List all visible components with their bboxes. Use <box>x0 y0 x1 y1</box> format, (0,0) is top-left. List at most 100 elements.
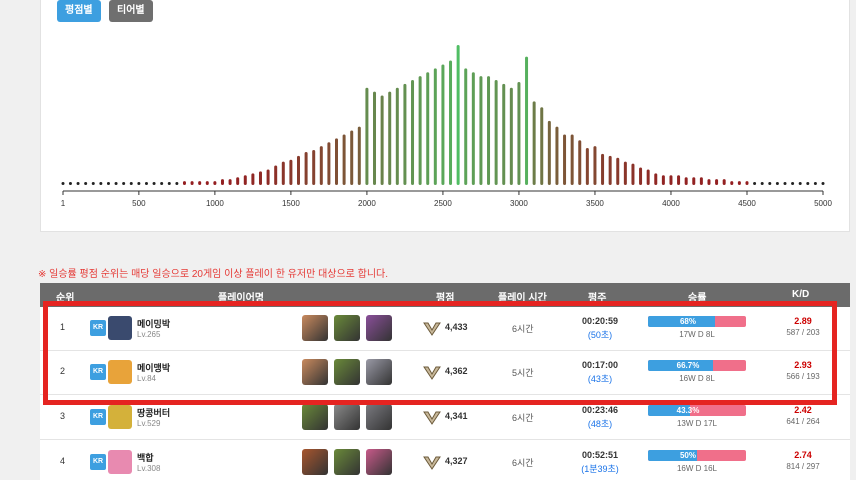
histogram-bar[interactable] <box>768 182 772 185</box>
histogram-bar[interactable] <box>623 161 627 185</box>
player-name[interactable]: 백합 <box>137 453 154 463</box>
histogram-bar[interactable] <box>555 126 559 185</box>
histogram-bar[interactable] <box>129 182 133 185</box>
histogram-bar[interactable] <box>122 182 126 185</box>
histogram-bar[interactable] <box>487 76 491 185</box>
histogram-bar[interactable] <box>745 181 749 185</box>
histogram-bar[interactable] <box>715 179 719 185</box>
histogram-bar[interactable] <box>236 177 240 185</box>
histogram-bar[interactable] <box>304 151 308 185</box>
player-name[interactable]: 땅콩버터 <box>137 408 171 418</box>
table-row[interactable]: 1 KR 메이밍박 Lv.265 4,433 6시간 00:20:59 (50초) 68% 17W… <box>40 307 850 351</box>
histogram-bar[interactable] <box>433 68 437 185</box>
histogram-bar[interactable] <box>570 134 574 185</box>
histogram-bar[interactable] <box>205 181 209 185</box>
histogram-bar[interactable] <box>220 179 224 185</box>
histogram-bar[interactable] <box>365 87 369 185</box>
histogram-bar[interactable] <box>68 182 72 185</box>
histogram-bar[interactable] <box>798 182 802 185</box>
histogram-bar[interactable] <box>167 182 171 185</box>
histogram-bar[interactable] <box>821 182 825 185</box>
histogram-bar[interactable] <box>144 182 148 185</box>
histogram-bar[interactable] <box>418 76 422 185</box>
histogram-bar[interactable] <box>198 181 202 185</box>
histogram-bar[interactable] <box>585 148 589 185</box>
histogram-bar[interactable] <box>608 155 612 185</box>
histogram-bar[interactable] <box>411 80 415 185</box>
histogram-bar[interactable] <box>274 165 278 185</box>
histogram-bar[interactable] <box>258 171 262 185</box>
histogram-bar[interactable] <box>182 181 186 185</box>
histogram-bar[interactable] <box>106 182 110 185</box>
histogram-bar[interactable] <box>737 181 741 185</box>
histogram-bar[interactable] <box>669 175 673 185</box>
histogram-bar[interactable] <box>312 150 316 185</box>
histogram-bar[interactable] <box>228 179 232 185</box>
histogram-bar[interactable] <box>137 182 141 185</box>
histogram-bar[interactable] <box>517 81 521 185</box>
histogram-bar[interactable] <box>84 182 88 185</box>
histogram-bar[interactable] <box>251 173 255 185</box>
histogram-bar[interactable] <box>289 159 293 185</box>
histogram-bar[interactable] <box>677 175 681 185</box>
histogram-bar[interactable] <box>464 68 468 185</box>
histogram-bar[interactable] <box>563 134 567 185</box>
player-name[interactable]: 메이맹박 <box>137 363 171 373</box>
histogram-bar[interactable] <box>601 153 605 185</box>
histogram-bar[interactable] <box>540 107 544 185</box>
histogram-bar[interactable] <box>61 182 65 185</box>
histogram-bar[interactable] <box>160 182 164 185</box>
histogram-bar[interactable] <box>699 177 703 185</box>
table-row[interactable]: 4 KR 백합 Lv.308 4,327 6시간 00:52:51 (1분39초) 50% 16W… <box>40 441 850 480</box>
header-playtime[interactable]: 플레이 시간 <box>498 293 547 304</box>
histogram-bar[interactable] <box>775 182 779 185</box>
histogram-bar[interactable] <box>281 161 285 185</box>
histogram-bar[interactable] <box>760 182 764 185</box>
header-score[interactable]: 평점 <box>436 293 455 304</box>
histogram-bar[interactable] <box>266 169 270 185</box>
histogram-bar[interactable] <box>525 56 529 185</box>
histogram-bar[interactable] <box>319 146 323 185</box>
histogram-bar[interactable] <box>547 120 551 185</box>
histogram-bar[interactable] <box>388 91 392 185</box>
histogram-bar[interactable] <box>532 101 536 185</box>
histogram-bar[interactable] <box>175 182 179 185</box>
header-winrate[interactable]: 승률 <box>688 293 707 304</box>
histogram-bar[interactable] <box>479 76 483 185</box>
histogram-bar[interactable] <box>426 72 430 185</box>
histogram-bar[interactable] <box>76 182 80 185</box>
histogram-bar[interactable] <box>722 179 726 185</box>
histogram-bar[interactable] <box>753 182 757 185</box>
histogram-bar[interactable] <box>441 64 445 185</box>
histogram-bar[interactable] <box>639 167 643 186</box>
histogram-bar[interactable] <box>646 169 650 185</box>
histogram-bar[interactable] <box>350 130 354 185</box>
histogram-bar[interactable] <box>813 182 817 185</box>
player-name[interactable]: 메이밍박 <box>137 319 171 329</box>
histogram-bar[interactable] <box>509 87 513 185</box>
histogram-bar[interactable] <box>395 87 399 185</box>
histogram-bar[interactable] <box>494 80 498 185</box>
histogram-bar[interactable] <box>91 182 95 185</box>
player-avatar-icon[interactable] <box>108 450 132 474</box>
table-row[interactable]: 2 KR 메이맹박 Lv.84 4,362 5시간 00:17:00 (43초) 66.7% 16… <box>40 351 850 395</box>
histogram-bar[interactable] <box>190 181 194 185</box>
histogram-bar[interactable] <box>631 163 635 185</box>
histogram-bar[interactable] <box>449 60 453 185</box>
histogram-bar[interactable] <box>502 83 506 185</box>
histogram-bar[interactable] <box>342 134 346 185</box>
histogram-bar[interactable] <box>730 181 734 185</box>
header-player[interactable]: 플레이어명 <box>218 293 264 304</box>
histogram-bar[interactable] <box>380 95 384 185</box>
tier-filter-button[interactable]: 티어별 <box>109 0 153 22</box>
histogram-bar[interactable] <box>114 182 118 185</box>
header-avg[interactable]: 평주 <box>588 293 607 304</box>
histogram-bar[interactable] <box>806 182 810 185</box>
histogram-bar[interactable] <box>99 182 103 185</box>
histogram-bar[interactable] <box>403 83 407 185</box>
histogram-bar[interactable] <box>593 146 597 185</box>
histogram-bar[interactable] <box>335 138 339 185</box>
histogram-bar[interactable] <box>707 179 711 185</box>
histogram-bar[interactable] <box>684 177 688 185</box>
histogram-bar[interactable] <box>783 182 787 185</box>
